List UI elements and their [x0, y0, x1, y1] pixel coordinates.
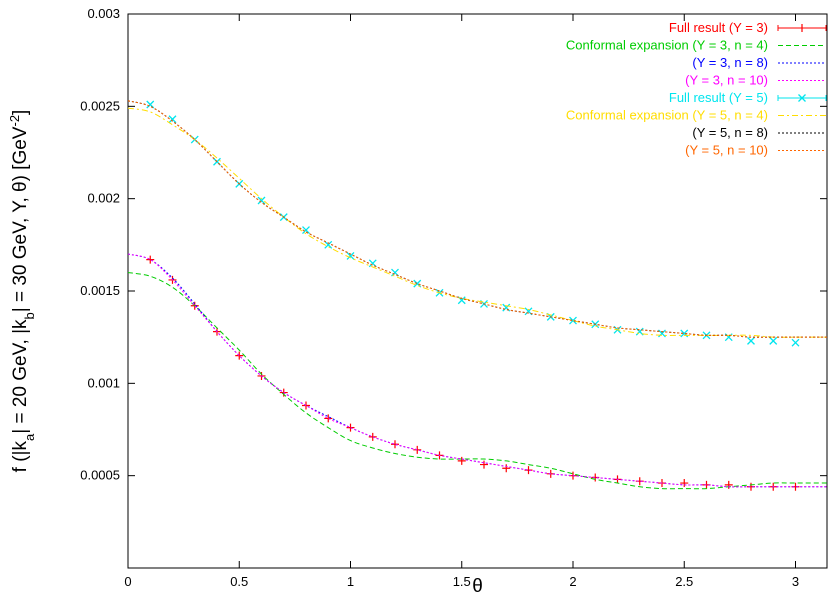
series-line — [127, 107, 827, 338]
y-tick-label: 0.001 — [87, 375, 120, 390]
legend-label: (Y = 3, n = 10) — [685, 73, 768, 88]
y-axis-title-part: | = 30 GeV, Y, θ) [GeV — [10, 126, 31, 312]
legend-item: Full result (Y = 5) — [669, 90, 827, 105]
series-1 — [127, 272, 827, 490]
data-point-cross — [724, 333, 733, 342]
series-0 — [146, 255, 800, 491]
x-tick-label: 3 — [792, 574, 799, 589]
data-point-plus — [368, 432, 377, 441]
data-point-cross — [346, 251, 355, 260]
data-point-plus — [346, 423, 355, 432]
x-axis-title: θ — [472, 576, 483, 596]
data-point-cross — [658, 329, 666, 338]
data-point-cross — [769, 336, 778, 345]
x-tick-label: 1 — [347, 574, 354, 589]
legend-item: Conformal expansion (Y = 3, n = 4) — [566, 38, 826, 53]
y-axis-title: f (|ka| = 20 GeV, |kb| = 30 GeV, Y, θ) [… — [7, 110, 37, 473]
y-axis-title-part: | = 20 GeV, |k — [10, 319, 31, 434]
legend-label: (Y = 5, n = 8) — [692, 125, 768, 140]
series-4 — [146, 100, 800, 347]
data-point-cross — [368, 259, 377, 268]
series-3 — [127, 253, 827, 488]
data-point-plus — [724, 480, 733, 489]
y-axis-title-part: a — [22, 433, 37, 441]
legend-item: Full result (Y = 3) — [669, 20, 827, 35]
data-point-plus — [390, 440, 399, 449]
data-point-cross — [747, 336, 755, 345]
legend-item: Conformal expansion (Y = 5, n = 4) — [566, 108, 826, 123]
legend-label: Full result (Y = 5) — [669, 90, 768, 105]
data-point-cross — [146, 100, 155, 109]
series-2 — [127, 253, 827, 488]
series-line — [127, 253, 827, 488]
data-point-cross — [302, 226, 310, 235]
legend-item: (Y = 5, n = 10) — [685, 143, 826, 158]
legend-item: (Y = 5, n = 8) — [692, 125, 826, 140]
series-line — [127, 272, 827, 490]
legend-item: (Y = 3, n = 10) — [685, 73, 826, 88]
y-tick-label: 0.0005 — [80, 468, 120, 483]
legend-label: Conformal expansion (Y = 5, n = 4) — [566, 108, 768, 123]
legend-item: (Y = 3, n = 8) — [692, 55, 826, 70]
data-point-cross — [168, 115, 177, 124]
data-point-plus — [324, 414, 333, 423]
y-axis-title-part: -2 — [7, 115, 22, 127]
data-point-cross — [791, 338, 800, 347]
data-point-plus — [413, 445, 422, 454]
legend-label: Full result (Y = 3) — [669, 20, 768, 35]
legend-label: (Y = 3, n = 8) — [692, 55, 768, 70]
y-axis-title-part: f (|k — [10, 441, 31, 473]
data-point-plus — [146, 255, 155, 264]
y-tick-label: 0.002 — [87, 191, 120, 206]
legend-label: (Y = 5, n = 10) — [685, 143, 768, 158]
series-line — [127, 100, 827, 338]
y-tick-label: 0.003 — [87, 6, 120, 21]
series-5 — [127, 107, 827, 338]
x-tick-label: 1.5 — [453, 574, 471, 589]
data-point-plus — [479, 460, 488, 469]
x-tick-label: 0 — [124, 574, 131, 589]
legend: Full result (Y = 3) Conformal expansion (… — [566, 20, 827, 158]
data-point-plus — [502, 464, 511, 473]
data-point-plus — [680, 479, 689, 488]
data-point-cross — [569, 316, 577, 325]
legend-label: Conformal expansion (Y = 3, n = 4) — [566, 38, 768, 53]
data-point-cross — [257, 196, 266, 205]
x-tick-label: 2.5 — [675, 574, 693, 589]
y-axis-title-part: ] — [10, 110, 31, 115]
axis-ticks: 0 0.5 1 1.5 2 2.5 3 0.0005 0.001 0.0015 0.002 0.002… — [80, 6, 827, 589]
y-tick-label: 0.0015 — [80, 283, 120, 298]
data-point-cross — [324, 240, 333, 249]
y-tick-label: 0.0025 — [80, 98, 120, 113]
x-tick-label: 0.5 — [230, 574, 248, 589]
series-line — [127, 253, 827, 488]
x-tick-label: 2 — [569, 574, 576, 589]
data-point-plus — [235, 351, 244, 360]
data-point-plus — [457, 456, 466, 465]
series-7 — [127, 100, 827, 338]
legend-marker — [798, 94, 806, 102]
plot-series — [127, 100, 827, 491]
y-axis-title-part: b — [22, 312, 37, 319]
